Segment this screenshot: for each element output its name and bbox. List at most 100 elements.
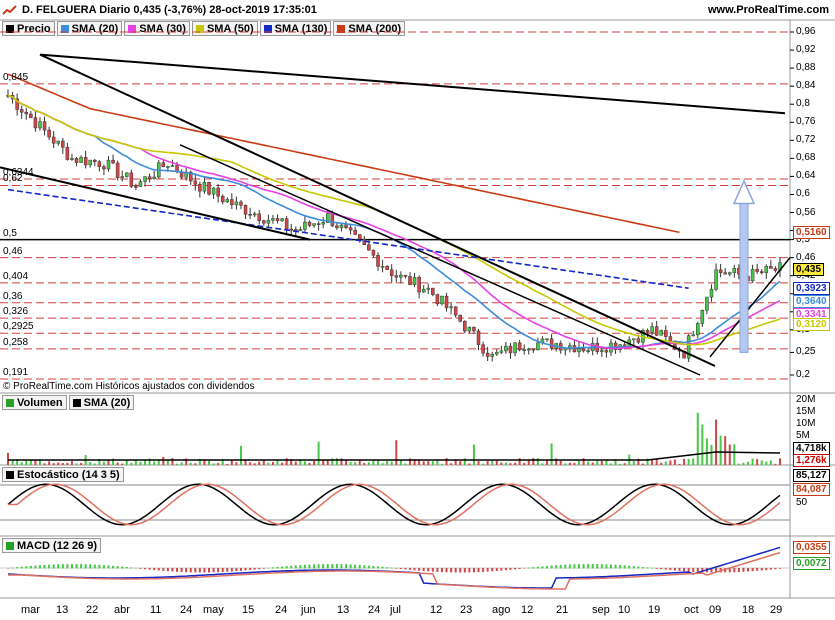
price-tick-label: 0,25 (796, 346, 816, 358)
date-label: 22 (86, 604, 99, 616)
volume-bar (637, 458, 640, 465)
candle-body (431, 287, 435, 295)
level-label: 0,6344 (3, 166, 34, 178)
macd-histogram-bar (418, 568, 421, 571)
legend-volumen[interactable]: Volumen (2, 395, 67, 410)
volume-bar (139, 461, 142, 465)
macd-histogram-bar (482, 568, 485, 572)
macd-histogram-bar (664, 568, 667, 570)
legend-stochastic[interactable]: Estocástico (14 3 5) (2, 467, 124, 482)
macd-histogram-bar (180, 568, 183, 573)
macd-histogram-bar (550, 565, 553, 569)
legend-vol-sma20[interactable]: SMA (20) (68, 395, 135, 410)
candle-body (673, 340, 677, 350)
volume-bar (349, 461, 352, 465)
macd-histogram-bar (413, 568, 416, 571)
volume-bar (436, 459, 439, 465)
macd-histogram-bar (207, 568, 210, 573)
date-label: sep (592, 604, 610, 616)
candle-body (70, 158, 74, 160)
macd-histogram-bar (450, 568, 453, 573)
candle-body (216, 187, 220, 197)
candle-body (705, 296, 709, 311)
volume-bar (559, 460, 562, 465)
volume-bar (299, 460, 302, 465)
volume-bar (399, 459, 402, 465)
volume-bar (687, 459, 690, 465)
volume-bar (536, 458, 539, 465)
volume-bar (294, 461, 297, 465)
macd-histogram-bar (468, 568, 471, 573)
macd-histogram-bar (153, 568, 156, 571)
candle-body (412, 277, 417, 285)
date-label: 10 (618, 604, 631, 616)
candle-body (207, 182, 211, 195)
price-tick-label: 0,72 (796, 134, 816, 146)
macd-histogram-bar (632, 566, 635, 569)
candle-body (485, 352, 490, 357)
macd-histogram-bar (80, 564, 83, 569)
volume-bar (290, 459, 293, 465)
volume-bar (623, 463, 626, 465)
macd-histogram-bar (422, 568, 425, 572)
legend-label: Estocástico (14 3 5) (17, 468, 120, 481)
macd-histogram-bar (769, 568, 772, 570)
volume-bar (262, 460, 265, 465)
candle-body (444, 295, 449, 309)
macd-histogram-bar (340, 564, 343, 569)
macd-histogram-bar (11, 567, 14, 569)
volume-bar (440, 463, 443, 465)
level-label: 0,191 (3, 367, 29, 379)
level-label: 0,326 (3, 306, 29, 318)
macd-histogram-bar (16, 567, 19, 569)
candle-body (33, 117, 38, 129)
price-tick-label: 0,56 (796, 206, 816, 218)
volume-bar (303, 461, 306, 465)
stochastic-legend: Estocástico (14 3 5) (2, 467, 124, 482)
macd-histogram-bar (587, 564, 590, 569)
candle-body (79, 157, 83, 163)
candle-body (42, 121, 47, 131)
stochastic-d-line (8, 483, 781, 526)
macd-histogram-bar (747, 568, 750, 572)
volume-bar (568, 462, 571, 465)
macd-histogram-bar (162, 568, 165, 571)
volume-bar (180, 462, 183, 465)
volume-layer (7, 412, 781, 465)
macd-histogram-bar (43, 564, 46, 569)
volume-bar (276, 460, 279, 465)
volume-bar (509, 463, 512, 465)
macd-histogram-bar (48, 564, 51, 569)
candle-body (102, 166, 106, 170)
volume-bar (29, 459, 32, 465)
candle-body (202, 182, 207, 192)
arrow-head (732, 179, 756, 205)
macd-histogram-bar (358, 564, 361, 569)
macd-histogram-bar (573, 564, 576, 569)
macd-histogram-bar (591, 564, 594, 569)
legend-macd[interactable]: MACD (12 26 9) (2, 538, 102, 553)
legend-label: SMA (20) (83, 396, 131, 409)
volume-bar (20, 462, 23, 465)
site-url[interactable]: www.ProRealTime.com (707, 4, 829, 16)
macd-histogram-bar (678, 568, 681, 571)
volume-bar (678, 463, 681, 465)
candle-body (600, 350, 604, 352)
macd-histogram-bar (34, 565, 37, 569)
volume-bar (7, 452, 9, 465)
macd-histogram-bar (527, 567, 530, 569)
volume-bar (363, 463, 366, 465)
macd-histogram-bar (436, 568, 439, 572)
macd-histogram-bar (194, 568, 197, 573)
volume-bar (742, 462, 745, 465)
macd-histogram-bar (331, 564, 334, 569)
macd-histogram-bar (486, 568, 489, 572)
macd-histogram-bar (541, 566, 544, 569)
date-label: 21 (556, 604, 569, 616)
volume-bar (61, 463, 64, 465)
macd-histogram-bar (523, 568, 526, 569)
level-label: 0,62 (3, 173, 23, 185)
volume-bar (38, 459, 41, 465)
candle-body (56, 140, 60, 144)
